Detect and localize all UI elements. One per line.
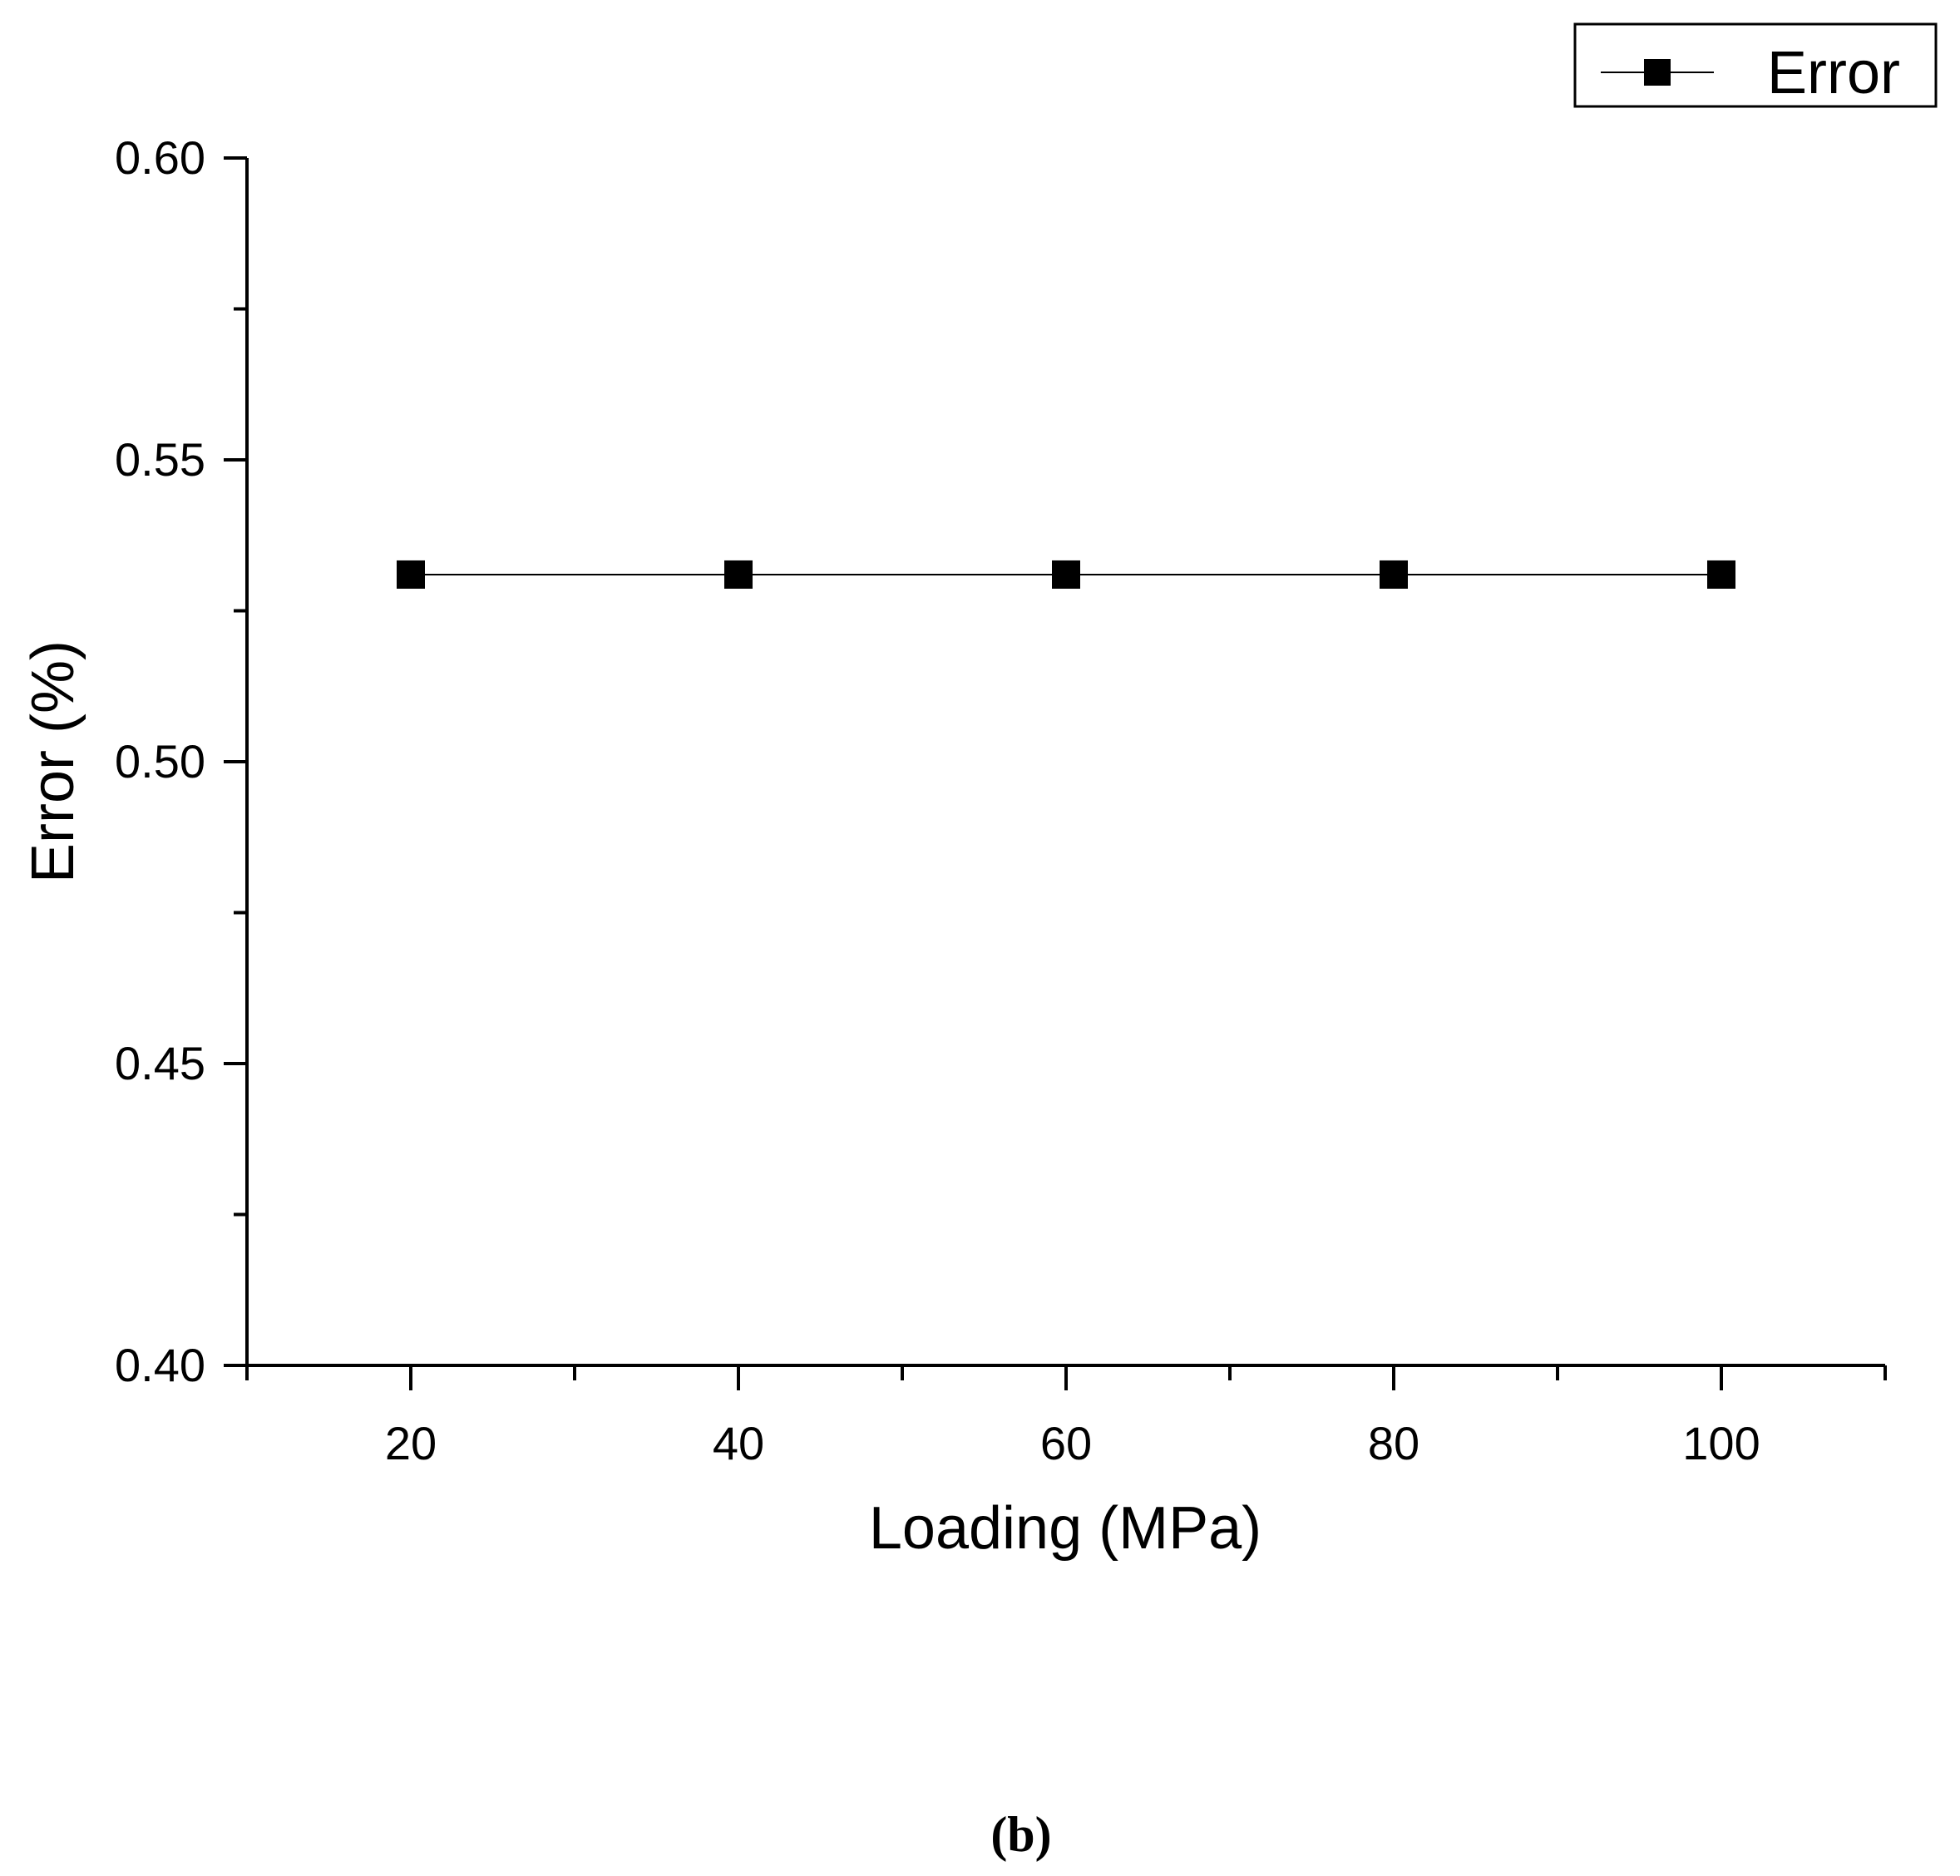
y-axis-title: Error (%) — [20, 640, 86, 883]
data-point-marker — [1707, 560, 1735, 589]
y-tick-label: 0.40 — [115, 1339, 205, 1391]
x-tick-label: 20 — [385, 1417, 437, 1469]
legend-box — [1573, 22, 1938, 108]
y-tick-label: 0.50 — [115, 735, 205, 787]
x-tick-label: 40 — [713, 1417, 764, 1469]
series-error — [397, 560, 1735, 589]
x-tick-label: 80 — [1368, 1417, 1419, 1469]
x-ticks: 20 40 60 80 100 — [245, 1365, 1887, 1469]
y-tick-label: 0.55 — [115, 433, 205, 486]
y-tick-label: 0.60 — [115, 131, 205, 184]
x-tick-label: 100 — [1682, 1417, 1760, 1469]
data-point-marker — [1380, 560, 1408, 589]
panel-label: (b) — [990, 1807, 1051, 1862]
y-ticks: 0.40 0.45 0.50 0.55 0.60 — [115, 131, 247, 1391]
data-point-marker — [397, 560, 425, 589]
y-tick-label: 0.45 — [115, 1037, 205, 1089]
legend-label-error: Error — [1767, 40, 1900, 106]
axes — [245, 158, 1885, 1367]
legend-marker-square — [1644, 59, 1671, 86]
x-tick-label: 60 — [1040, 1417, 1092, 1469]
data-point-marker — [724, 560, 753, 589]
legend: Error — [1573, 22, 1938, 108]
data-point-marker — [1052, 560, 1080, 589]
x-axis-title: Loading (MPa) — [869, 1495, 1261, 1562]
